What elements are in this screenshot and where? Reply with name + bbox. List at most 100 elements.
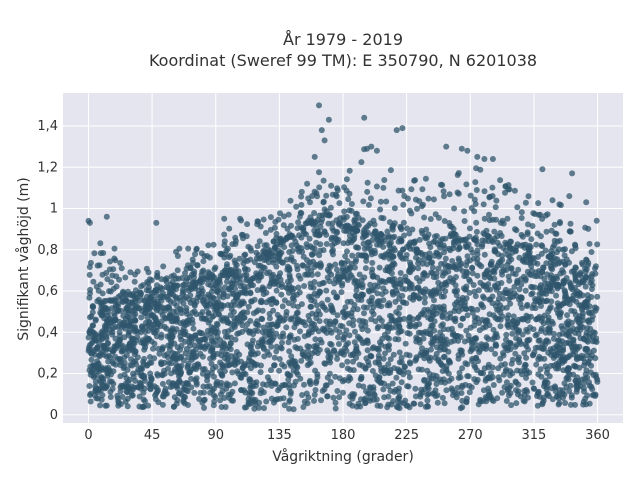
data-point	[140, 341, 147, 347]
data-point	[200, 258, 207, 265]
data-point	[344, 277, 351, 283]
data-point	[369, 368, 376, 374]
data-point	[497, 177, 504, 184]
data-point	[145, 402, 152, 409]
data-point	[437, 237, 444, 244]
data-point	[145, 327, 152, 334]
data-point	[272, 218, 279, 225]
data-point	[569, 343, 576, 350]
data-point	[346, 167, 353, 174]
data-point	[102, 345, 108, 352]
data-point	[404, 225, 410, 232]
data-point	[130, 373, 137, 380]
data-point	[502, 239, 509, 246]
data-point	[498, 262, 505, 269]
data-point	[440, 376, 447, 383]
data-point	[474, 251, 481, 258]
data-point	[181, 295, 188, 302]
data-point	[230, 309, 237, 315]
data-point	[300, 262, 307, 269]
data-point	[424, 381, 431, 388]
data-point	[311, 245, 318, 252]
data-point	[392, 386, 399, 393]
data-point	[258, 362, 264, 369]
data-point	[406, 330, 413, 337]
data-point	[412, 321, 419, 328]
data-point	[582, 302, 589, 309]
data-point	[393, 287, 400, 294]
data-point	[480, 230, 487, 237]
data-point	[525, 221, 531, 228]
data-point	[326, 212, 333, 219]
data-point	[533, 241, 540, 248]
data-point	[327, 302, 334, 309]
data-point	[198, 250, 205, 257]
data-point	[215, 311, 222, 318]
data-point	[538, 317, 545, 324]
data-point	[531, 385, 538, 392]
data-point	[160, 390, 167, 397]
data-point	[432, 238, 438, 245]
data-point	[125, 310, 132, 317]
data-point	[338, 259, 345, 266]
data-point	[380, 184, 387, 191]
data-point	[94, 298, 101, 305]
data-point	[419, 186, 426, 193]
data-point	[397, 399, 404, 406]
data-point	[390, 222, 397, 229]
data-point	[165, 284, 172, 291]
data-point	[278, 291, 285, 298]
data-point	[322, 360, 329, 367]
data-point	[471, 376, 478, 383]
data-point	[311, 153, 318, 160]
data-point	[384, 251, 391, 258]
data-point	[260, 324, 267, 331]
data-point	[234, 315, 241, 322]
data-point	[547, 252, 554, 259]
data-point	[399, 255, 406, 262]
data-point	[327, 263, 334, 270]
data-point	[127, 299, 133, 306]
data-point	[554, 275, 561, 282]
data-point	[539, 268, 546, 275]
data-point	[308, 297, 315, 304]
data-point	[410, 239, 417, 245]
data-point	[319, 216, 326, 223]
data-point	[412, 177, 418, 184]
data-point	[219, 372, 226, 379]
data-point	[317, 260, 324, 267]
data-point	[205, 310, 212, 317]
data-point	[205, 274, 212, 281]
data-point	[329, 191, 336, 198]
data-point	[281, 402, 288, 409]
data-point	[442, 288, 449, 295]
data-point	[520, 397, 527, 404]
data-point	[393, 127, 400, 134]
data-point	[293, 203, 300, 210]
data-point	[266, 310, 273, 317]
data-point	[404, 383, 411, 390]
data-point	[485, 336, 492, 342]
data-point	[405, 369, 412, 376]
data-point	[395, 395, 402, 402]
data-point	[554, 300, 561, 307]
data-point	[355, 244, 362, 251]
data-point	[245, 303, 252, 310]
data-point	[304, 343, 311, 350]
data-point	[514, 204, 521, 211]
data-point	[280, 222, 287, 229]
data-point	[184, 363, 191, 369]
data-point	[124, 403, 131, 410]
data-point	[524, 259, 530, 266]
data-point	[543, 383, 550, 390]
data-point	[241, 361, 248, 367]
data-point	[492, 204, 499, 211]
data-point	[94, 344, 101, 351]
data-point	[208, 360, 215, 367]
data-point	[100, 250, 107, 256]
data-point	[116, 332, 123, 339]
data-point	[485, 374, 492, 381]
data-point	[407, 321, 414, 328]
data-point	[185, 320, 192, 327]
data-point	[436, 289, 443, 296]
